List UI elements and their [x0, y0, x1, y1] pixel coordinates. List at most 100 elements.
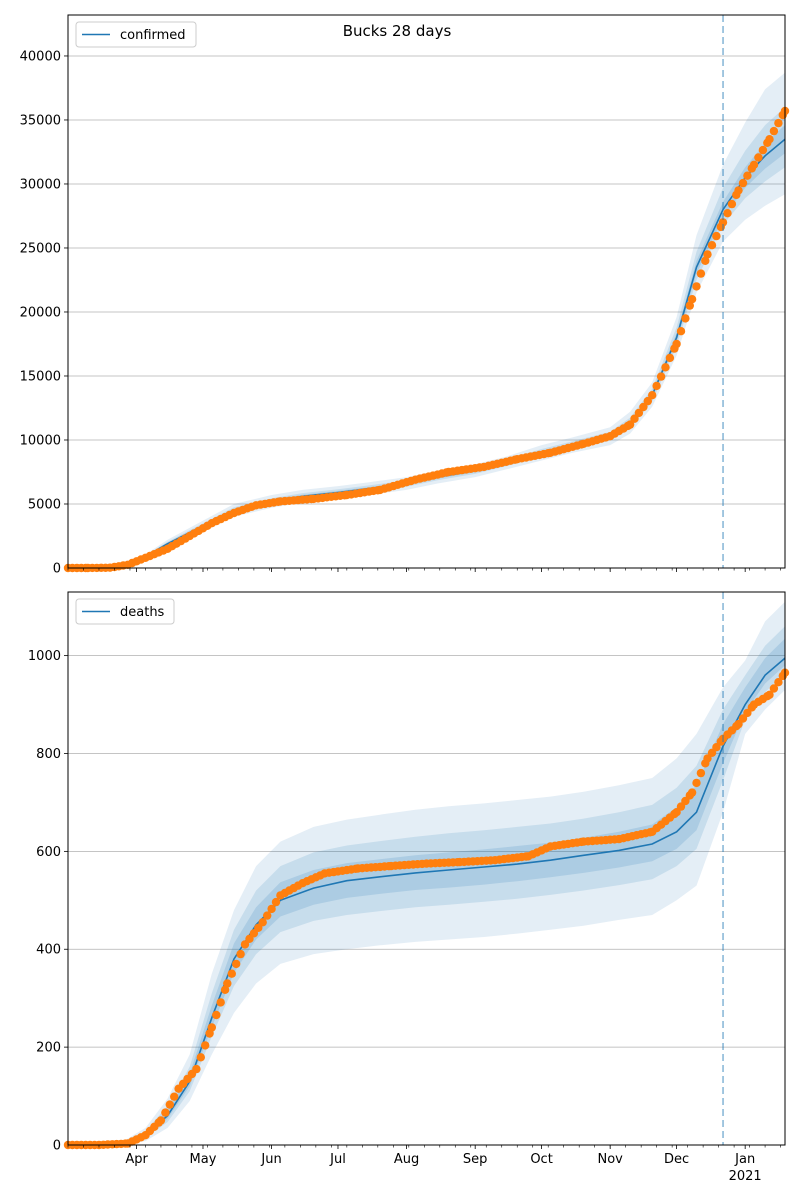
deaths-observed-point [236, 949, 245, 959]
deaths-observed-point [734, 719, 743, 729]
confirmed-observed-point [738, 178, 748, 188]
deaths-observed-point [258, 918, 267, 927]
confirmed-observed-point [723, 209, 732, 218]
deaths-observed-point [165, 1100, 174, 1109]
confirmed-observed-point [634, 408, 644, 418]
confirmed-ytick-label: 0 [53, 562, 61, 577]
confirmed-observed-point [676, 327, 686, 336]
confirmed-observed-point [681, 314, 690, 323]
confirmed-observed-point [765, 135, 774, 144]
deaths-xtick-label: Jul [329, 1152, 346, 1167]
deaths-xtick-label: Jan [734, 1152, 755, 1167]
deaths-observed-point [240, 940, 250, 949]
deaths-xtick-label: Aug [394, 1152, 419, 1167]
deaths-observed-point [232, 959, 241, 969]
deaths-ytick-label: 800 [36, 747, 61, 762]
confirmed-observed-point [656, 372, 666, 381]
figure-title: Bucks 28 days [343, 22, 452, 40]
confirmed-observed-point [734, 186, 743, 195]
deaths-year-label: 2021 [729, 1169, 762, 1184]
confirmed-observed-point [774, 118, 783, 128]
confirmed-observed-point [639, 402, 648, 412]
confirmed-ytick-label: 20000 [20, 305, 61, 320]
deaths-observed-point [192, 1064, 201, 1074]
deaths-observed-point [692, 778, 701, 788]
deaths-observed-point [227, 969, 236, 978]
confirmed-observed-point [687, 295, 697, 304]
deaths-observed-point [220, 985, 230, 994]
confirmed-ytick-label: 5000 [28, 497, 61, 512]
deaths-observed-point [696, 768, 706, 778]
confirmed-legend-box [75, 21, 197, 48]
deaths-xtick-label: Sep [463, 1152, 488, 1167]
confirmed-observed-point [707, 241, 717, 250]
deaths-legend-label: deaths [120, 605, 165, 620]
confirmed-ytick-label: 15000 [20, 369, 61, 384]
deaths-xtick-label: May [190, 1152, 217, 1167]
confirmed-ytick-label: 30000 [20, 177, 61, 192]
confirmed-ytick-label: 10000 [20, 433, 61, 448]
deaths-observed-point [223, 979, 232, 988]
confirmed-observed-point [769, 126, 779, 136]
confirmed-observed-point [685, 301, 694, 310]
confirmed-band-1 [68, 72, 785, 568]
deaths-ytick-label: 400 [36, 943, 61, 958]
confirmed-observed-point [672, 339, 681, 349]
confirmed-axes-frame [67, 14, 786, 569]
deaths-ytick-label: 1000 [28, 649, 61, 664]
deaths-panel: 0 200 400 600 800 1000 Apr May Jun Jul Aug Sep Oct No… [28, 591, 790, 1184]
confirmed-observed-point [625, 420, 635, 429]
deaths-axes-frame [67, 591, 786, 1146]
confirmed-observed-point [718, 218, 728, 227]
deaths-observed-point [201, 1041, 210, 1050]
deaths-observed-point [769, 684, 779, 693]
confirmed-legend: confirmed [75, 21, 197, 48]
confirmed-observed-point [703, 250, 712, 259]
deaths-xtick-label: Apr [125, 1152, 148, 1167]
deaths-observed-point [156, 1116, 166, 1125]
deaths-xtick-label: Nov [597, 1152, 623, 1167]
confirmed-observed-point [665, 353, 675, 363]
confirmed-observed-point [758, 145, 768, 155]
deaths-observed-point [216, 998, 225, 1007]
confirmed-ytick-label: 40000 [20, 49, 61, 64]
deaths-legend: deaths [75, 598, 175, 625]
deaths-ytick-label: 0 [53, 1139, 61, 1154]
confirmed-observed-point [701, 256, 710, 265]
deaths-observed-point [161, 1108, 170, 1117]
deaths-observed-point [765, 690, 774, 699]
confirmed-observed-point [696, 269, 706, 278]
deaths-ytick-label: 600 [36, 845, 61, 860]
confirmed-observed-point [652, 381, 661, 391]
deaths-observed-point [271, 897, 281, 907]
confirmed-observed-point [749, 160, 759, 169]
confirmed-observed-point [692, 282, 701, 291]
confirmed-observed-point [630, 414, 639, 423]
confirmed-panel: 0 5000 10000 15000 20000 25000 30000 35000 40000… [20, 14, 790, 577]
confirmed-legend-label: confirmed [120, 28, 186, 43]
confirmed-observed-point [727, 199, 737, 209]
deaths-ytick-label: 200 [36, 1041, 61, 1056]
deaths-xtick-label: Dec [664, 1152, 689, 1167]
deaths-observed-point [774, 678, 783, 687]
confirmed-observed-point [661, 363, 670, 372]
deaths-observed-point [196, 1053, 205, 1062]
confirmed-observed-point [712, 231, 721, 241]
confirmed-ytick-label: 35000 [20, 113, 61, 128]
deaths-observed-point [687, 788, 697, 797]
confirmed-observed-point [743, 171, 752, 180]
deaths-xtick-label: Jun [260, 1152, 281, 1167]
deaths-legend-box [75, 598, 175, 625]
deaths-band-1 [68, 601, 785, 1145]
deaths-observed-point [267, 904, 276, 914]
deaths-observed-point [207, 1023, 216, 1032]
deaths-band-2 [68, 626, 785, 1145]
confirmed-ytick-label: 25000 [20, 241, 61, 256]
confirmed-observed-point [648, 391, 657, 400]
deaths-observed-point [170, 1092, 179, 1101]
deaths-xtick-label: Oct [530, 1152, 552, 1167]
confirmed-observed-point [643, 396, 652, 406]
deaths-observed-point [263, 911, 272, 920]
